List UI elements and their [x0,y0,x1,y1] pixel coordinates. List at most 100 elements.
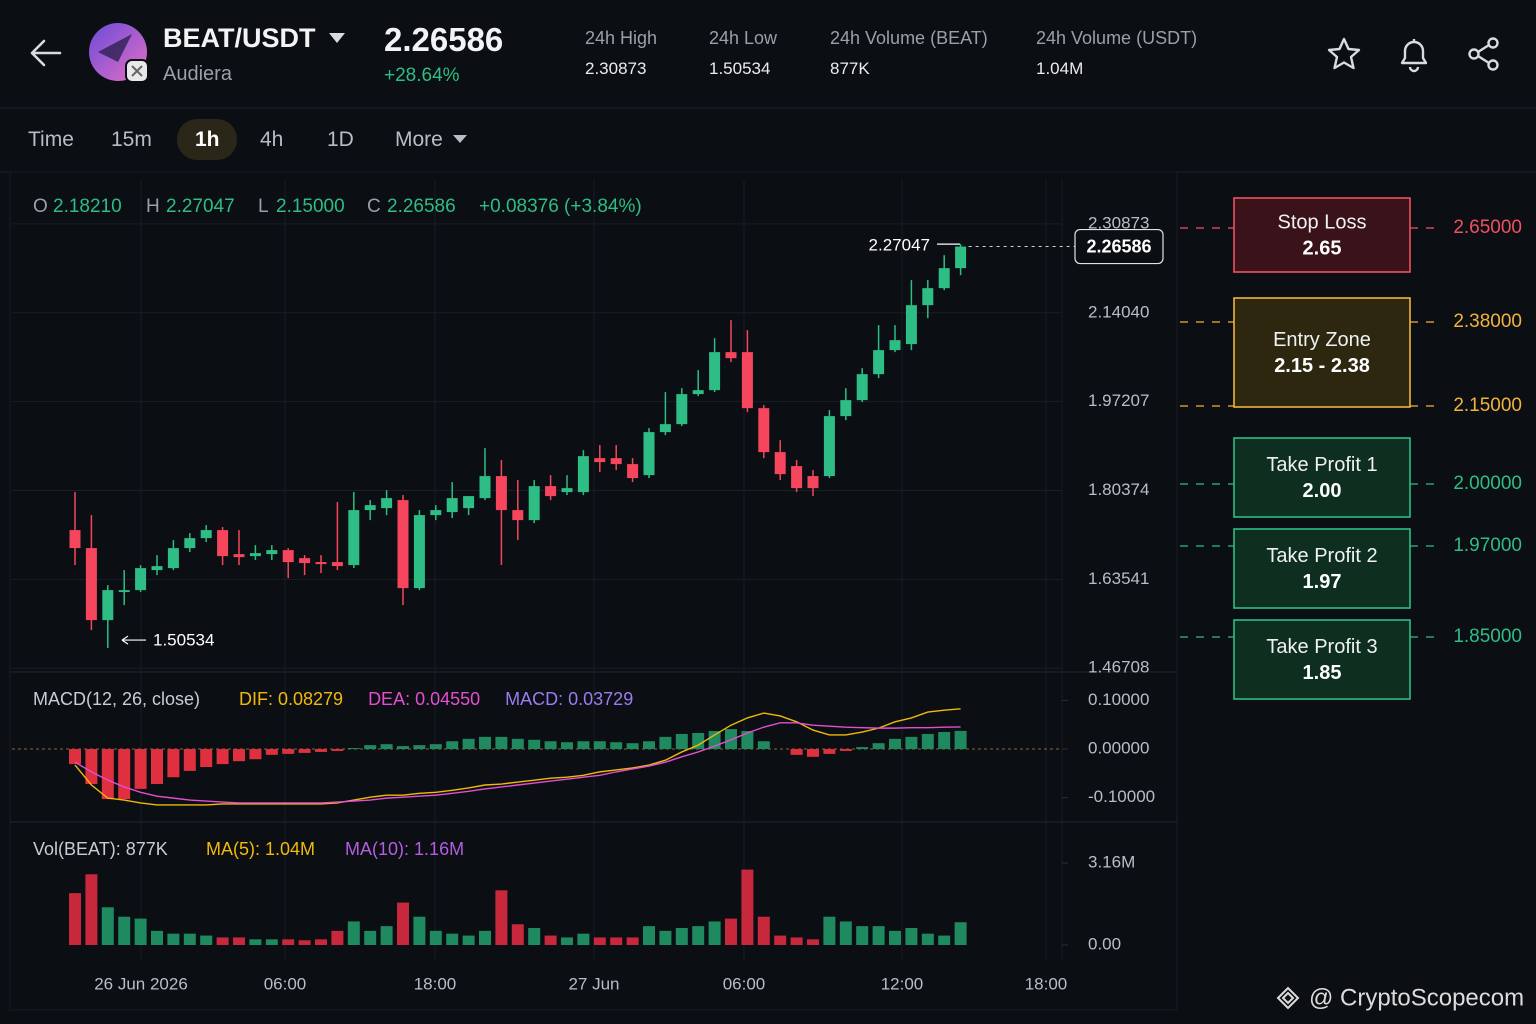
volume-bar [577,933,590,945]
alert-button[interactable] [1396,35,1432,73]
volume-bar [151,930,163,945]
candle-body [807,476,819,489]
macd-bar [807,749,819,757]
stat-label: 24h Volume (BEAT) [830,28,988,48]
candle-body [676,394,688,425]
volume-bar [561,937,573,945]
x-axis-label: 26 Jun 2026 [94,974,188,993]
stat-label: 24h Volume (USDT) [1036,28,1198,48]
level-box [1233,528,1411,609]
macd-bar [610,742,623,750]
timeframe-tab[interactable]: 4h [260,128,284,151]
level-target: 1.85 [1303,662,1342,684]
share-button[interactable] [1466,36,1502,72]
back-button[interactable] [28,36,64,70]
level-price: 2.15000 [1453,395,1522,416]
pair-name[interactable]: BEAT/USDT [163,23,316,53]
macd-bar [364,745,377,750]
macd-bar [626,743,639,750]
volume-bar [265,939,278,945]
candle-body [85,548,97,621]
level-price: 2.38000 [1453,311,1522,332]
volume-bar [315,939,327,945]
candle-body [955,246,967,269]
token-avatar [89,23,149,83]
price-change: +28.64% [384,65,460,86]
level-title: Entry Zone [1273,329,1371,351]
macd-bar [528,739,541,750]
candle-body [266,550,278,555]
watermark: @ CryptoScopecom [1309,984,1524,1011]
timeframe-tab[interactable]: 15m [111,128,152,151]
timeframe-more[interactable]: More [395,128,443,151]
candle-body [200,530,212,539]
timeframe-tab[interactable]: 1D [327,128,354,151]
ohlc-value: 2.18210 [53,196,122,217]
pair-dropdown[interactable] [328,32,346,44]
stat-value: 2.30873 [585,59,647,78]
candle-body [594,458,606,463]
macd-bar [741,731,754,750]
candle-body [463,496,475,509]
favorite-button[interactable] [1326,36,1362,72]
y-tick-label: 2.14040 [1088,302,1149,321]
volume-bar [643,926,655,945]
candle-body [233,554,245,558]
volume-bar [692,926,705,945]
level-target: 1.97 [1303,571,1342,593]
timeframe-tab[interactable]: Time [28,128,74,151]
level-title: Stop Loss [1278,211,1367,233]
share-icon [1468,37,1499,71]
chain-badge-mark [131,65,143,77]
candle-body [331,562,343,567]
timeframe-tab-active[interactable]: 1h [195,128,220,151]
candle-body [889,340,901,351]
volume-bar [610,937,623,945]
candle-body [364,505,376,511]
macd-bar [200,749,213,768]
macd-bar [151,749,163,785]
macd-bar [839,749,852,751]
macd-bar [233,749,245,762]
x-axis-label: 27 Jun [568,974,619,993]
bell-icon [1400,39,1428,73]
volume-bar [774,935,787,945]
candle-body [479,476,491,499]
candle-body [709,352,721,391]
volume-bar [364,930,377,945]
macd-line [74,722,961,804]
legend-entry: DIF: 0.08279 [239,689,343,709]
ohlc-value: 2.15000 [276,196,345,217]
candle-body [577,456,589,493]
level-target: 2.65 [1303,237,1342,259]
macd-bar [462,738,475,750]
volume-bar [807,939,819,945]
x-axis-label: 18:00 [414,974,457,993]
candle-body [249,553,261,557]
panel-title: Vol(BEAT): 877K [33,839,168,859]
candle-body [348,510,360,566]
y-tick-label: 3.16M [1088,852,1135,871]
level-box [1233,619,1411,700]
macd-bar [692,732,705,750]
candle-body [561,488,573,493]
volume-bar [757,916,770,945]
macd-bar [69,749,81,765]
macd-bar [790,749,803,755]
volume-bar [921,933,934,945]
chart-frame [9,171,1178,1011]
stat-value: 1.50534 [709,59,771,78]
level-box [1233,437,1411,518]
macd-bar [905,736,918,750]
x-axis-label: 06:00 [723,974,766,993]
stat-label: 24h Low [709,28,778,48]
volume-bar [380,926,393,945]
volume-bar [397,902,409,945]
macd-bar [446,741,459,750]
macd-bar [643,741,655,750]
macd-bar [85,749,98,785]
high-marker-label: 2.27047 [869,236,930,255]
macd-line [74,708,961,806]
volume-bar [249,939,262,945]
level-price: 1.85000 [1453,626,1522,647]
